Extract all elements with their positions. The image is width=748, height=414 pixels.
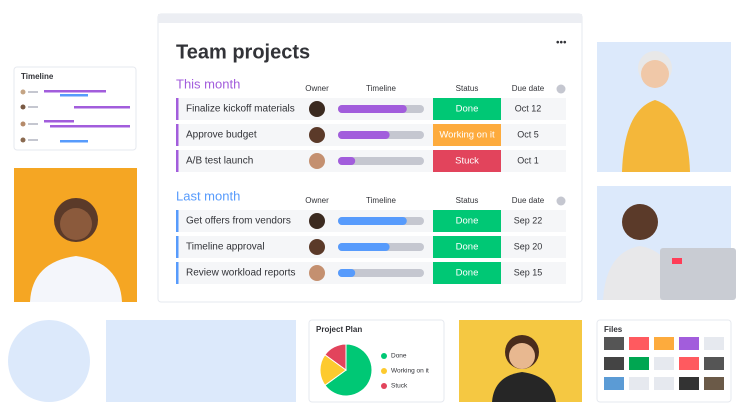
timeline-card-title: Timeline (21, 72, 54, 81)
owner-avatar (309, 265, 325, 281)
menu-dots[interactable]: ••• (556, 38, 567, 49)
owner-avatar (309, 153, 325, 169)
column-header: Due date (512, 84, 545, 93)
legend-swatch (381, 353, 387, 359)
task-name: Timeline approval (186, 242, 265, 253)
due-date: Oct 1 (517, 155, 539, 165)
status-label: Done (456, 104, 479, 115)
row-marker (176, 150, 179, 172)
column-header: Timeline (366, 84, 396, 93)
window-bar (158, 14, 582, 23)
task-name: Approve budget (186, 130, 257, 141)
status-cell (433, 124, 501, 146)
status-label: Done (456, 242, 479, 253)
legend-label: Done (391, 353, 407, 360)
owner-avatar (309, 101, 325, 117)
owner-avatar (309, 239, 325, 255)
project-plan-title: Project Plan (316, 325, 362, 334)
group-title: Last month (176, 188, 240, 203)
file-tiles (604, 337, 724, 390)
row-marker (176, 98, 179, 120)
owner-avatar (309, 213, 325, 229)
status-cell (433, 150, 501, 172)
status-cell (433, 262, 501, 284)
timeline-fill (338, 269, 356, 277)
photo-mid-right (597, 186, 736, 300)
photo-top-right (597, 42, 731, 172)
row-marker (176, 236, 179, 258)
timeline-fill (338, 131, 390, 139)
task-name: Finalize kickoff materials (186, 104, 295, 115)
task-name: A/B test launch (186, 156, 253, 167)
due-date: Oct 5 (517, 129, 539, 139)
timeline-track (338, 269, 424, 277)
column-header: Status (456, 84, 479, 93)
column-header: Timeline (366, 196, 396, 205)
row-marker (176, 210, 179, 232)
status-label: Working on it (439, 130, 495, 141)
due-date: Oct 12 (515, 103, 542, 113)
status-label: Stuck (455, 156, 479, 167)
status-label: Done (456, 216, 479, 227)
mini-gantt (20, 89, 130, 143)
status-cell (433, 236, 501, 258)
legend-swatch (381, 368, 387, 374)
legend-label: Stuck (391, 383, 408, 390)
board-title: Team projects (176, 41, 310, 63)
files-title: Files (604, 325, 623, 334)
status-cell (433, 98, 501, 120)
add-column-button[interactable] (556, 84, 566, 94)
pie-slice (324, 343, 373, 397)
task-name: Get offers from vendors (186, 216, 291, 227)
photo-left (14, 168, 137, 302)
column-header: Status (456, 196, 479, 205)
photo-bottom (459, 320, 582, 402)
owner-avatar (309, 127, 325, 143)
timeline-fill (338, 243, 390, 251)
decor-circle (8, 320, 90, 402)
due-date: Sep 15 (514, 267, 543, 277)
timeline-fill (338, 217, 407, 225)
decor-rect (106, 320, 296, 402)
due-date: Sep 20 (514, 241, 543, 251)
status-label: Done (456, 268, 479, 279)
legend-swatch (381, 383, 387, 389)
timeline-fill (338, 105, 407, 113)
pie-slice (324, 343, 347, 371)
group-title: This month (176, 76, 240, 91)
row-marker (176, 262, 179, 284)
add-column-button[interactable] (556, 196, 566, 206)
timeline-track (338, 157, 424, 165)
row-marker (176, 124, 179, 146)
legend-label: Working on it (391, 368, 429, 375)
status-cell (433, 210, 501, 232)
timeline-fill (338, 157, 356, 165)
column-header: Owner (305, 84, 329, 93)
column-header: Owner (305, 196, 329, 205)
column-header: Due date (512, 196, 545, 205)
due-date: Sep 22 (514, 215, 543, 225)
task-name: Review workload reports (186, 268, 296, 279)
